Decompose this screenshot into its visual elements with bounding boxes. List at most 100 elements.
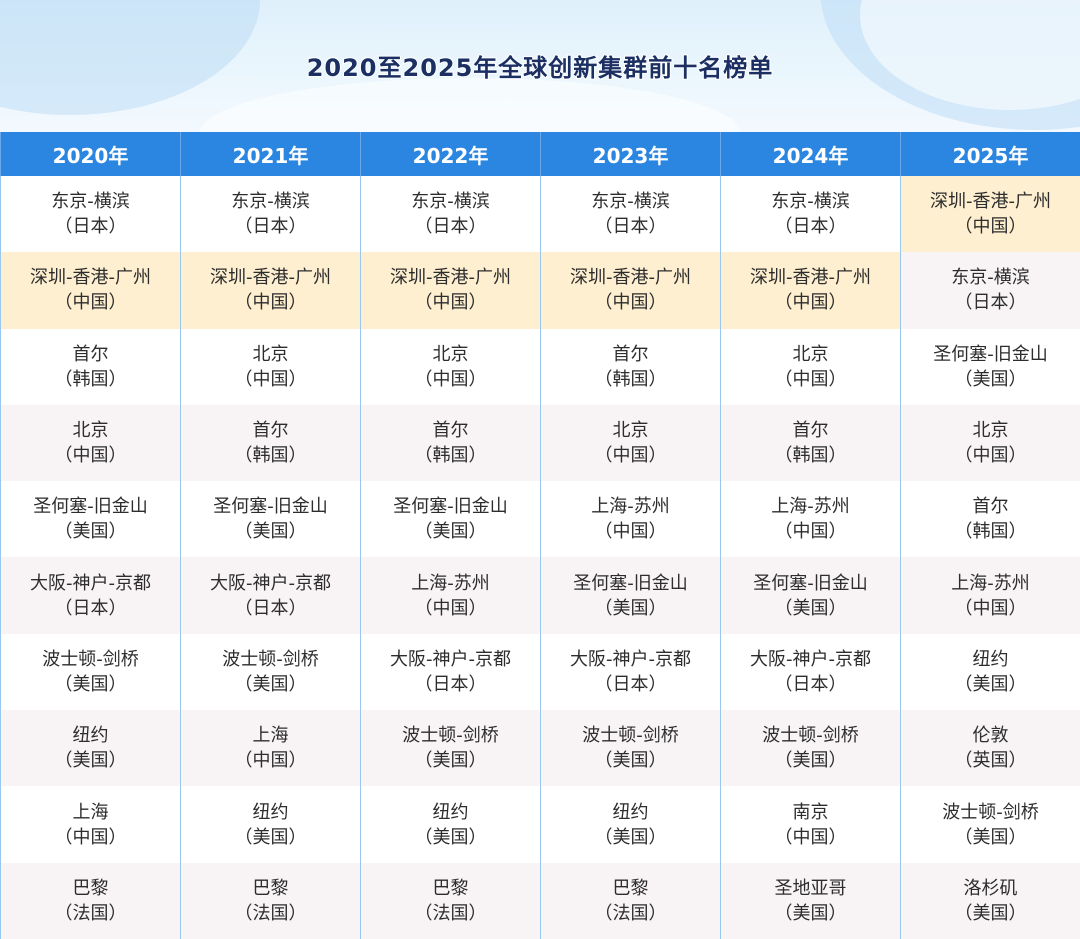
cluster-name: 东京-横滨 <box>231 191 310 213</box>
ranking-table: 2020年 2021年 2022年 2023年 2024年 2025年 东京-横滨 （日本）… <box>0 132 1080 939</box>
column-header-year: 2022年 <box>360 132 541 176</box>
cluster-name: 圣何塞-旧金山 <box>573 572 688 594</box>
cluster-name: 首尔 <box>252 420 289 442</box>
cluster-name: 大阪-神户-京都 <box>390 648 511 670</box>
cluster-country: （美国） <box>234 826 307 848</box>
cluster-country: （韩国） <box>594 368 667 390</box>
cluster-cell: 深圳-香港-广州 （中国） <box>360 252 541 329</box>
cluster-country: （美国） <box>954 826 1027 848</box>
cluster-cell: 波士顿-剑桥 （美国） <box>360 710 541 787</box>
cluster-name: 深圳-香港-广州 <box>390 267 511 289</box>
cluster-country: （日本） <box>774 673 847 695</box>
table-header: 2020年 2021年 2022年 2023年 2024年 2025年 <box>0 132 1080 176</box>
cluster-name: 纽约 <box>612 801 649 823</box>
cluster-name: 东京-横滨 <box>411 191 490 213</box>
cluster-country: （中国） <box>954 216 1027 238</box>
cluster-name: 洛杉矶 <box>963 877 1018 899</box>
cluster-cell: 纽约 （美国） <box>540 786 721 863</box>
cluster-country: （美国） <box>954 902 1027 924</box>
cluster-cell: 首尔 （韩国） <box>900 481 1080 558</box>
page-title: 2020至2025年全球创新集群前十名榜单 <box>306 53 774 83</box>
cluster-country: （日本） <box>54 216 127 238</box>
cluster-cell: 纽约 （美国） <box>900 633 1080 711</box>
cluster-name: 大阪-神户-京都 <box>570 648 691 670</box>
cluster-country: （美国） <box>54 673 127 695</box>
cluster-country: （日本） <box>234 597 307 619</box>
cluster-cell: 北京 （中国） <box>900 404 1080 482</box>
cluster-country: （美国） <box>414 521 487 543</box>
cluster-cell: 圣何塞-旧金山 （美国） <box>900 328 1080 405</box>
cluster-country: （英国） <box>954 750 1027 772</box>
cluster-name: 巴黎 <box>252 877 289 899</box>
cluster-cell: 波士顿-剑桥 （美国） <box>540 710 721 787</box>
cluster-country: （美国） <box>414 826 487 848</box>
column-header-year: 2024年 <box>720 132 901 176</box>
cluster-name: 巴黎 <box>432 877 469 899</box>
cluster-name: 南京 <box>792 801 829 823</box>
cluster-cell: 圣何塞-旧金山 （美国） <box>180 481 361 558</box>
cluster-name: 北京 <box>432 343 469 365</box>
cluster-cell: 圣何塞-旧金山 （美国） <box>0 481 181 558</box>
cluster-cell: 北京 （中国） <box>540 404 721 482</box>
cluster-cell: 巴黎 （法国） <box>0 862 181 939</box>
cluster-cell: 波士顿-剑桥 （美国） <box>0 633 181 711</box>
table-row: 北京 （中国） 首尔 （韩国） 首尔 （韩国） 北京 （中国） 首尔 （韩国） 北京 （中国） <box>0 404 1080 482</box>
cluster-name: 大阪-神户-京都 <box>750 648 871 670</box>
cluster-name: 上海-苏州 <box>591 496 670 518</box>
cluster-cell: 深圳-香港-广州 （中国） <box>720 252 901 329</box>
cluster-cell: 东京-横滨 （日本） <box>180 176 361 253</box>
cluster-cell: 东京-横滨 （日本） <box>0 176 181 253</box>
cluster-name: 纽约 <box>72 725 109 747</box>
table-row: 巴黎 （法国） 巴黎 （法国） 巴黎 （法国） 巴黎 （法国） 圣地亚哥 （美国） 洛杉矶 （美国） <box>0 862 1080 939</box>
cluster-name: 东京-横滨 <box>591 191 670 213</box>
cluster-name: 首尔 <box>612 343 649 365</box>
table-row: 圣何塞-旧金山 （美国） 圣何塞-旧金山 （美国） 圣何塞-旧金山 （美国） 上海-苏州 （中… <box>0 481 1080 558</box>
cluster-cell: 纽约 （美国） <box>0 710 181 787</box>
cluster-name: 北京 <box>612 420 649 442</box>
cluster-cell: 首尔 （韩国） <box>0 328 181 405</box>
cluster-cell: 深圳-香港-广州 （中国） <box>900 176 1080 253</box>
cluster-cell: 东京-横滨 （日本） <box>900 252 1080 329</box>
cluster-country: （美国） <box>234 673 307 695</box>
cluster-name: 东京-横滨 <box>951 267 1030 289</box>
table-row: 上海 （中国） 纽约 （美国） 纽约 （美国） 纽约 （美国） 南京 （中国） 波士顿-剑桥 （美国） <box>0 786 1080 863</box>
cluster-country: （美国） <box>234 521 307 543</box>
cluster-country: （中国） <box>594 521 667 543</box>
cluster-country: （中国） <box>774 292 847 314</box>
cluster-name: 巴黎 <box>72 877 109 899</box>
cluster-cell: 深圳-香港-广州 （中国） <box>0 252 181 329</box>
table-row: 首尔 （韩国） 北京 （中国） 北京 （中国） 首尔 （韩国） 北京 （中国） 圣何塞-旧金山 （美国… <box>0 328 1080 405</box>
column-header-year: 2020年 <box>0 132 181 176</box>
cluster-country: （日本） <box>954 292 1027 314</box>
cluster-country: （日本） <box>414 216 487 238</box>
table-row: 波士顿-剑桥 （美国） 波士顿-剑桥 （美国） 大阪-神户-京都 （日本） 大阪-神户-京都… <box>0 633 1080 711</box>
cluster-country: （韩国） <box>54 368 127 390</box>
cluster-name: 圣何塞-旧金山 <box>33 496 148 518</box>
header-row: 2020年 2021年 2022年 2023年 2024年 2025年 <box>0 132 1080 176</box>
cluster-cell: 巴黎 （法国） <box>180 862 361 939</box>
cluster-name: 巴黎 <box>612 877 649 899</box>
cluster-country: （中国） <box>594 445 667 467</box>
cluster-cell: 北京 （中国） <box>180 328 361 405</box>
cluster-country: （中国） <box>234 368 307 390</box>
table-body: 东京-横滨 （日本） 东京-横滨 （日本） 东京-横滨 （日本） 东京-横滨 （日本） 东京-横… <box>0 176 1080 939</box>
cluster-cell: 圣地亚哥 （美国） <box>720 862 901 939</box>
cluster-name: 大阪-神户-京都 <box>210 572 331 594</box>
cluster-country: （法国） <box>594 902 667 924</box>
cluster-name: 波士顿-剑桥 <box>762 725 859 747</box>
cluster-country: （美国） <box>774 750 847 772</box>
cluster-country: （美国） <box>594 597 667 619</box>
cluster-name: 深圳-香港-广州 <box>210 267 331 289</box>
cluster-country: （中国） <box>774 826 847 848</box>
cluster-country: （中国） <box>774 368 847 390</box>
cluster-country: （法国） <box>234 902 307 924</box>
table-row: 东京-横滨 （日本） 东京-横滨 （日本） 东京-横滨 （日本） 东京-横滨 （日本） 东京-横… <box>0 176 1080 253</box>
cluster-name: 圣地亚哥 <box>774 877 847 899</box>
cluster-name: 深圳-香港-广州 <box>750 267 871 289</box>
cluster-country: （美国） <box>54 521 127 543</box>
cluster-name: 伦敦 <box>972 725 1009 747</box>
cluster-cell: 上海-苏州 （中国） <box>900 557 1080 634</box>
cluster-cell: 巴黎 （法国） <box>540 862 721 939</box>
table-row: 大阪-神户-京都 （日本） 大阪-神户-京都 （日本） 上海-苏州 （中国） 圣何塞-旧金山… <box>0 557 1080 634</box>
